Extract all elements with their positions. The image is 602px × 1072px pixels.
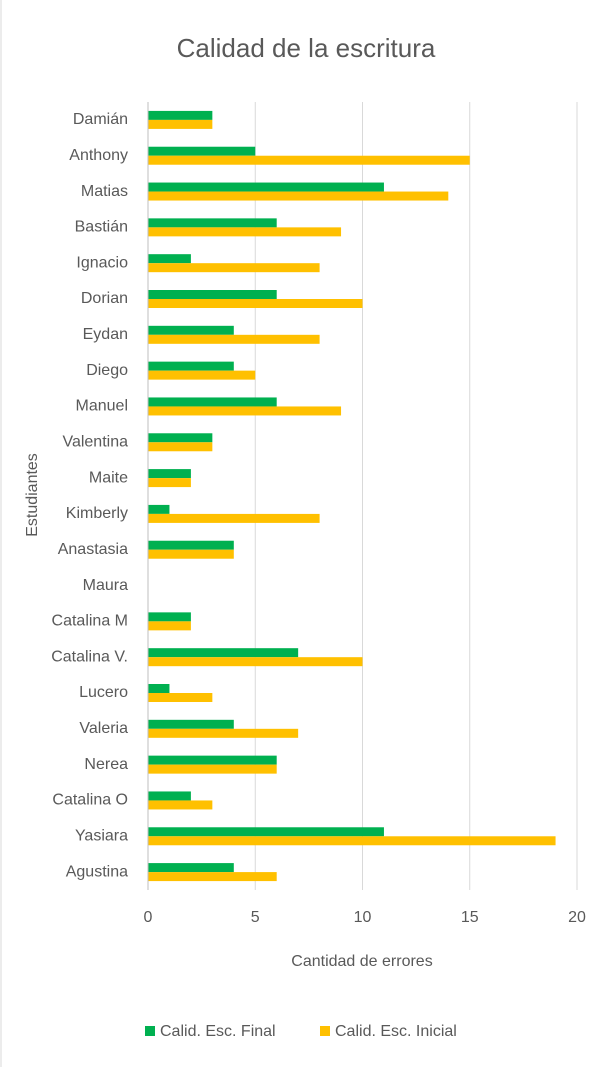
y-axis-label: Estudiantes (24, 453, 41, 537)
bar (148, 755, 277, 765)
y-tick-label: Kimberly (66, 505, 128, 522)
bar (148, 218, 277, 228)
y-tick-label: Lucero (79, 684, 128, 701)
legend-label: Calid. Esc. Inicial (335, 1023, 457, 1040)
bar (148, 836, 556, 846)
bar (148, 299, 363, 308)
y-tick-label: Bastián (75, 219, 128, 236)
bar (148, 334, 320, 344)
bar (148, 863, 234, 873)
bar (148, 657, 363, 667)
legend-label: Calid. Esc. Final (160, 1023, 276, 1040)
legend-swatch (320, 1026, 330, 1036)
y-tick-label: Catalina V. (51, 648, 128, 665)
y-tick-label: Diego (86, 362, 128, 379)
bar (148, 684, 170, 693)
bar (148, 433, 213, 443)
bar (148, 290, 277, 299)
x-tick-label: 0 (144, 909, 153, 926)
bar (148, 513, 320, 523)
y-tick-label: Maite (89, 469, 128, 486)
y-tick-label: Matias (81, 183, 128, 200)
bar (148, 648, 299, 658)
bar (148, 827, 384, 837)
bar (148, 549, 234, 559)
bar (148, 442, 213, 452)
y-tick-label: Anastasia (58, 541, 128, 558)
bar (148, 478, 191, 488)
legend-swatch (145, 1026, 155, 1036)
bar (148, 155, 470, 165)
bar (148, 469, 191, 479)
bar (148, 227, 342, 237)
y-tick-label: Anthony (69, 147, 128, 164)
bar (148, 119, 213, 129)
y-tick-label: Agustina (66, 863, 128, 880)
x-tick-label: 5 (251, 909, 260, 926)
bar (148, 146, 256, 156)
bar (148, 110, 213, 120)
x-tick-label: 20 (568, 909, 586, 926)
y-tick-label: Ignacio (76, 254, 128, 271)
bar (148, 800, 213, 810)
bar (148, 406, 342, 416)
bar (148, 504, 170, 514)
bar (148, 764, 277, 774)
y-tick-label: Dorian (81, 290, 128, 307)
bar (148, 370, 256, 380)
bar (148, 361, 234, 371)
y-tick-label: Damián (73, 111, 128, 128)
y-tick-label: Nerea (84, 756, 128, 773)
bar (148, 254, 191, 264)
y-tick-label: Manuel (76, 398, 128, 415)
y-tick-label: Valeria (79, 720, 128, 737)
bar (148, 182, 384, 192)
bar (148, 693, 213, 702)
bar (148, 263, 320, 273)
y-tick-label: Catalina M (52, 613, 128, 630)
y-tick-label: Valentina (62, 433, 128, 450)
bar (148, 325, 234, 335)
x-tick-label: 10 (354, 909, 372, 926)
y-tick-label: Catalina O (52, 792, 128, 809)
bar (148, 621, 191, 631)
bar (148, 540, 234, 550)
x-tick-label: 15 (461, 909, 479, 926)
bar (148, 612, 191, 622)
bar (148, 397, 277, 407)
y-tick-label: Eydan (83, 326, 128, 343)
y-tick-label: Maura (83, 577, 128, 594)
bar (148, 719, 234, 729)
x-axis-label: Cantidad de errores (291, 953, 432, 970)
bar (148, 191, 449, 201)
bar (148, 872, 277, 882)
chart-title: Calidad de la escritura (177, 33, 436, 63)
bar (148, 728, 299, 738)
y-tick-label: Yasiara (75, 827, 128, 844)
bar (148, 791, 191, 801)
